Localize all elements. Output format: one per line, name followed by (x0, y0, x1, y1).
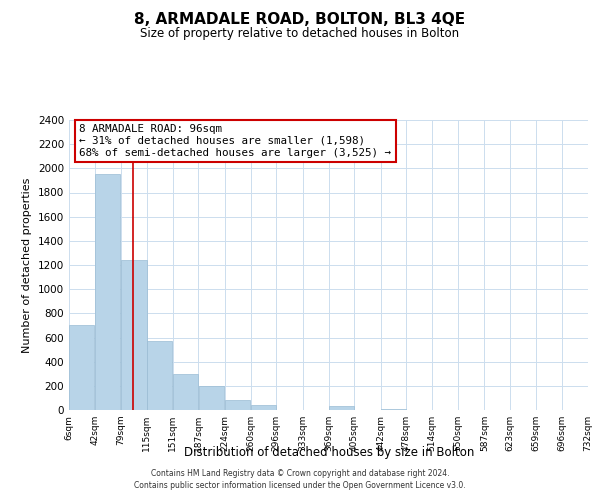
Bar (95, 174, 120, 410)
Text: 8, ARMADALE ROAD, BOLTON, BL3 4QE: 8, ARMADALE ROAD, BOLTON, BL3 4QE (134, 12, 466, 28)
Bar (251, 404, 276, 410)
Text: Size of property relative to detached houses in Bolton: Size of property relative to detached ho… (140, 28, 460, 40)
Bar (199, 386, 224, 410)
Y-axis label: Number of detached properties: Number of detached properties (22, 178, 32, 352)
Bar (121, 260, 146, 410)
Bar (147, 341, 172, 410)
Bar (225, 400, 250, 410)
Bar (69, 326, 94, 410)
Text: Contains HM Land Registry data © Crown copyright and database right 2024.
Contai: Contains HM Land Registry data © Crown c… (134, 468, 466, 490)
Bar (381, 409, 406, 410)
Bar (173, 374, 198, 410)
Text: Distribution of detached houses by size in Bolton: Distribution of detached houses by size … (184, 446, 474, 459)
Bar (329, 406, 354, 410)
Text: 8 ARMADALE ROAD: 96sqm
← 31% of detached houses are smaller (1,598)
68% of semi-: 8 ARMADALE ROAD: 96sqm ← 31% of detached… (79, 124, 391, 158)
